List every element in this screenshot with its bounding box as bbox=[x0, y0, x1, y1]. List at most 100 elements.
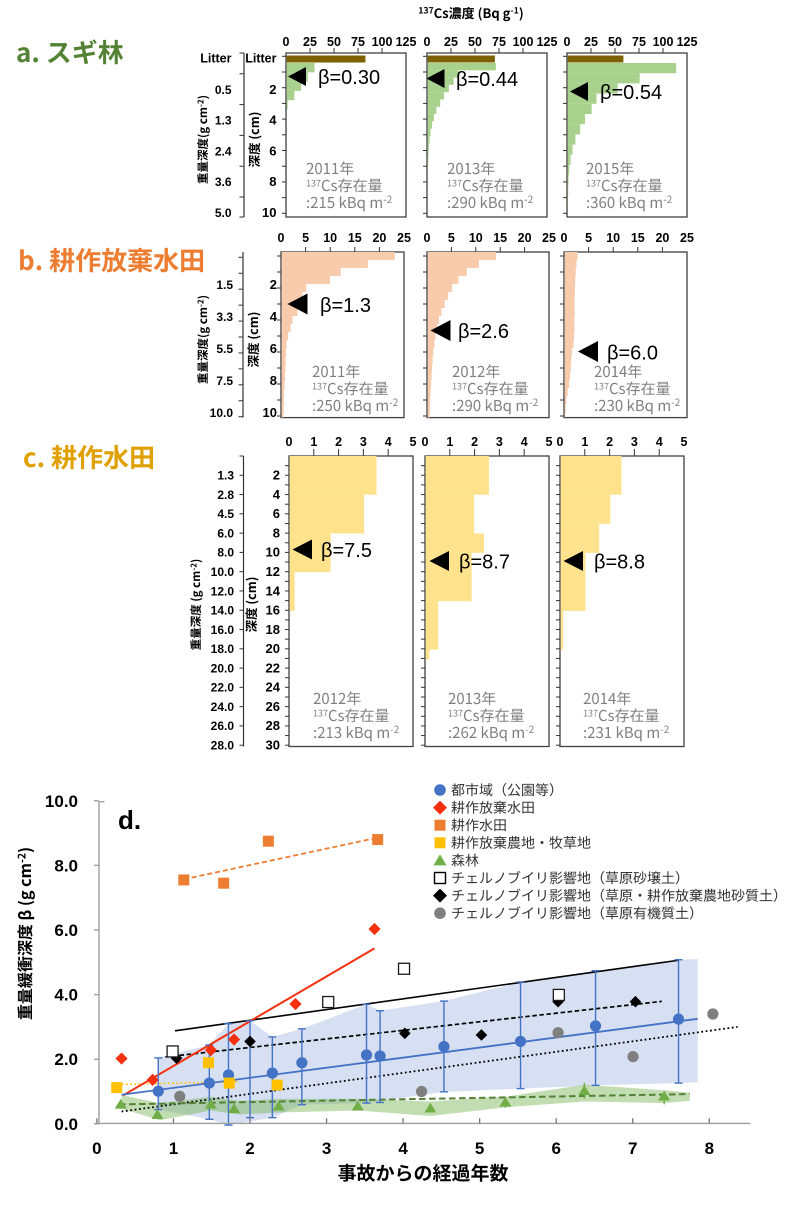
svg-text:14: 14 bbox=[266, 583, 281, 598]
svg-text:β=1.3: β=1.3 bbox=[320, 295, 371, 317]
svg-text:26: 26 bbox=[266, 699, 280, 714]
svg-text:20: 20 bbox=[372, 231, 386, 245]
svg-text:6: 6 bbox=[273, 506, 280, 521]
svg-text:4.0: 4.0 bbox=[54, 986, 78, 1005]
svg-text:2: 2 bbox=[270, 277, 277, 292]
svg-text:β=2.6: β=2.6 bbox=[458, 321, 509, 343]
svg-text:100: 100 bbox=[513, 35, 534, 49]
svg-text:β=7.5: β=7.5 bbox=[321, 540, 372, 562]
svg-text:8: 8 bbox=[269, 174, 276, 189]
svg-text:5: 5 bbox=[410, 435, 417, 449]
svg-text:3: 3 bbox=[360, 435, 367, 449]
svg-text:8.0: 8.0 bbox=[217, 546, 234, 560]
svg-text:2.8: 2.8 bbox=[217, 488, 234, 502]
svg-text:4: 4 bbox=[656, 435, 663, 449]
svg-text:5: 5 bbox=[585, 231, 592, 245]
svg-text:10.0: 10.0 bbox=[210, 406, 234, 420]
svg-text:30: 30 bbox=[266, 738, 280, 753]
svg-text:3.6: 3.6 bbox=[215, 175, 232, 189]
svg-text:2.4: 2.4 bbox=[215, 144, 232, 158]
svg-text:10: 10 bbox=[469, 231, 483, 245]
svg-text:0: 0 bbox=[92, 1139, 101, 1158]
svg-text:24.0: 24.0 bbox=[211, 700, 235, 714]
svg-text:10: 10 bbox=[606, 231, 620, 245]
svg-text:Litter: Litter bbox=[245, 51, 276, 65]
svg-text:5: 5 bbox=[475, 1139, 484, 1158]
svg-text:β=0.54: β=0.54 bbox=[600, 82, 662, 104]
svg-text:7.5: 7.5 bbox=[216, 374, 233, 388]
svg-text:5.0: 5.0 bbox=[215, 206, 232, 220]
svg-text:4.5: 4.5 bbox=[217, 507, 234, 521]
svg-text:12: 12 bbox=[266, 564, 280, 579]
svg-text:125: 125 bbox=[396, 35, 417, 49]
svg-text:10.0: 10.0 bbox=[45, 792, 78, 811]
svg-text:50: 50 bbox=[608, 35, 622, 49]
svg-text:75: 75 bbox=[351, 35, 365, 49]
svg-text:6.0: 6.0 bbox=[217, 526, 234, 540]
svg-text:14.0: 14.0 bbox=[211, 604, 235, 618]
svg-text:3: 3 bbox=[322, 1139, 331, 1158]
svg-text:2.0: 2.0 bbox=[54, 1050, 78, 1069]
svg-text:16: 16 bbox=[266, 603, 280, 618]
svg-text:1.3: 1.3 bbox=[215, 114, 232, 128]
svg-text:10: 10 bbox=[262, 205, 276, 220]
svg-text:15: 15 bbox=[348, 231, 362, 245]
svg-text:0: 0 bbox=[557, 435, 564, 449]
svg-text:75: 75 bbox=[492, 35, 506, 49]
svg-text:5: 5 bbox=[546, 435, 553, 449]
svg-text:20.0: 20.0 bbox=[211, 661, 235, 675]
svg-text:β=0.44: β=0.44 bbox=[456, 69, 518, 91]
svg-text:4: 4 bbox=[269, 113, 277, 128]
svg-text:25: 25 bbox=[584, 35, 598, 49]
svg-text:75: 75 bbox=[632, 35, 646, 49]
svg-text:0: 0 bbox=[278, 231, 285, 245]
svg-text:100: 100 bbox=[372, 35, 393, 49]
svg-text:10: 10 bbox=[323, 231, 337, 245]
svg-text:10.0: 10.0 bbox=[211, 565, 235, 579]
svg-text:1: 1 bbox=[581, 435, 588, 449]
svg-text:3: 3 bbox=[496, 435, 503, 449]
svg-text:d.: d. bbox=[118, 805, 141, 835]
svg-text:15: 15 bbox=[631, 231, 645, 245]
svg-text:2: 2 bbox=[471, 435, 478, 449]
svg-text:28.0: 28.0 bbox=[211, 739, 235, 753]
svg-text:8: 8 bbox=[705, 1139, 714, 1158]
svg-text:4: 4 bbox=[273, 487, 281, 502]
svg-text:4: 4 bbox=[521, 435, 528, 449]
svg-text:5: 5 bbox=[448, 231, 455, 245]
svg-text:0: 0 bbox=[283, 35, 290, 49]
svg-text:15: 15 bbox=[493, 231, 507, 245]
svg-text:5: 5 bbox=[302, 231, 309, 245]
svg-text:28: 28 bbox=[266, 718, 280, 733]
svg-text:2: 2 bbox=[335, 435, 342, 449]
svg-text:100: 100 bbox=[653, 35, 674, 49]
svg-text:4: 4 bbox=[398, 1139, 408, 1158]
svg-text:0: 0 bbox=[424, 35, 431, 49]
svg-text:8: 8 bbox=[273, 525, 280, 540]
svg-text:10: 10 bbox=[266, 545, 280, 560]
svg-text:25: 25 bbox=[397, 231, 411, 245]
svg-text:25: 25 bbox=[680, 231, 694, 245]
svg-text:18: 18 bbox=[266, 622, 280, 637]
svg-text:1: 1 bbox=[310, 435, 317, 449]
svg-text:β=8.7: β=8.7 bbox=[459, 552, 510, 574]
svg-text:6: 6 bbox=[551, 1139, 560, 1158]
svg-text:8: 8 bbox=[270, 373, 277, 388]
svg-text:0.0: 0.0 bbox=[54, 1115, 78, 1134]
svg-text:18.0: 18.0 bbox=[211, 642, 235, 656]
svg-text:0: 0 bbox=[286, 435, 293, 449]
svg-text:6: 6 bbox=[270, 341, 277, 356]
svg-text:4: 4 bbox=[385, 435, 392, 449]
svg-text:50: 50 bbox=[468, 35, 482, 49]
svg-text:5.5: 5.5 bbox=[216, 342, 233, 356]
svg-text:6.0: 6.0 bbox=[54, 921, 78, 940]
svg-text:22.0: 22.0 bbox=[211, 681, 235, 695]
svg-text:1.3: 1.3 bbox=[217, 469, 234, 483]
svg-text:1.5: 1.5 bbox=[216, 278, 233, 292]
svg-text:25: 25 bbox=[444, 35, 458, 49]
svg-text:0: 0 bbox=[422, 435, 429, 449]
svg-text:6: 6 bbox=[269, 143, 276, 158]
svg-text:20: 20 bbox=[518, 231, 532, 245]
svg-text:26.0: 26.0 bbox=[211, 719, 235, 733]
svg-text:10: 10 bbox=[263, 405, 277, 420]
